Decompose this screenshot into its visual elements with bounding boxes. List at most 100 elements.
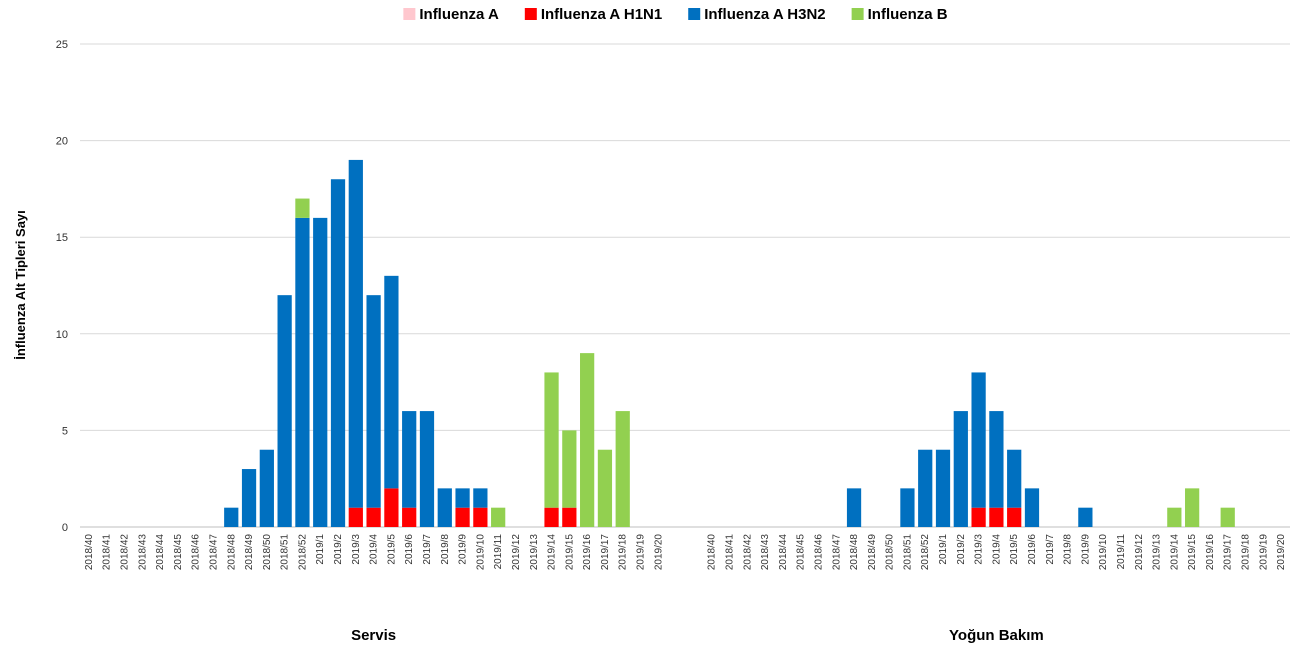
bar-segment <box>544 507 559 527</box>
legend-label: Influenza A H1N1 <box>541 6 662 23</box>
x-tick-label: 2018/44 <box>155 534 166 571</box>
y-tick-label: 10 <box>56 329 68 341</box>
x-tick-label: 2018/43 <box>760 534 771 571</box>
bar-segment <box>348 159 363 508</box>
bar-segment <box>437 488 452 527</box>
x-tick-label: 2019/11 <box>1116 534 1127 570</box>
bar-segment <box>295 217 310 527</box>
x-tick-label: 2019/20 <box>1276 534 1287 571</box>
x-tick-label: 2018/49 <box>867 534 878 571</box>
legend-swatch <box>688 8 701 20</box>
x-tick-label: 2018/48 <box>226 534 237 571</box>
x-tick-label: 2019/6 <box>404 534 415 565</box>
x-tick-label: 2019/10 <box>475 534 486 571</box>
x-tick-label: 2019/13 <box>529 534 540 571</box>
x-tick-label: 2019/17 <box>1223 534 1234 571</box>
x-tick-label: 2018/40 <box>707 534 718 571</box>
x-tick-label: 2019/16 <box>1205 534 1216 571</box>
x-tick-label: 2019/9 <box>458 534 469 565</box>
bar-segment <box>562 507 577 527</box>
bar-segment <box>259 449 274 527</box>
x-tick-label: 2019/6 <box>1027 534 1038 565</box>
x-tick-label: 2018/42 <box>742 534 753 571</box>
group-label: Servis <box>351 627 396 644</box>
y-tick-label: 20 <box>56 136 68 148</box>
bar-segment <box>615 411 630 527</box>
x-tick-label: 2018/50 <box>885 534 896 571</box>
x-tick-label: 2019/18 <box>618 534 629 571</box>
y-axis-title: İnfluenza Alt Tipleri Sayı <box>13 210 28 360</box>
x-tick-label: 2019/2 <box>956 534 967 565</box>
bar-segment <box>1024 488 1040 527</box>
x-tick-label: 2018/48 <box>849 534 860 571</box>
group-label: Yoğun Bakım <box>949 627 1044 644</box>
x-tick-label: 2019/17 <box>600 534 611 571</box>
x-tick-label: 2019/9 <box>1080 534 1091 565</box>
bar-segment <box>473 507 488 527</box>
x-tick-label: 2018/52 <box>297 534 308 571</box>
y-tick-label: 25 <box>56 39 68 51</box>
x-tick-label: 2018/47 <box>831 534 842 571</box>
x-tick-label: 2019/8 <box>1063 534 1074 565</box>
legend-label: Influenza A H3N2 <box>704 6 825 23</box>
bar-segment <box>1007 449 1022 508</box>
x-tick-label: 2019/19 <box>1258 534 1269 571</box>
bar-segment <box>1185 488 1200 527</box>
bar-segment <box>295 198 310 218</box>
x-tick-label: 2018/50 <box>262 534 273 571</box>
x-tick-label: 2019/8 <box>440 534 451 565</box>
bar-segment <box>597 449 613 527</box>
bar-segment <box>491 507 506 527</box>
bar-segment <box>455 507 470 527</box>
y-tick-label: 0 <box>62 522 68 534</box>
legend-swatch <box>524 8 537 20</box>
bar-segment <box>989 507 1004 527</box>
bar-segment <box>366 295 381 508</box>
x-tick-label: 2018/46 <box>813 534 824 571</box>
bar-segment <box>402 507 417 527</box>
x-tick-label: 2019/18 <box>1241 534 1252 571</box>
x-tick-label: 2018/44 <box>778 534 789 571</box>
bar-segment <box>1078 507 1093 527</box>
x-tick-label: 2018/40 <box>84 534 95 571</box>
bar-segment <box>1007 507 1022 527</box>
bar-segment <box>953 411 968 527</box>
bar-segment <box>580 353 595 527</box>
bar-segment <box>224 507 239 527</box>
x-tick-label: 2019/12 <box>1134 534 1145 571</box>
x-tick-label: 2018/41 <box>724 534 735 571</box>
bar-segment <box>313 217 328 527</box>
bar-segment <box>384 275 399 489</box>
legend-swatch <box>851 8 864 20</box>
x-tick-label: 2019/5 <box>386 534 397 565</box>
x-tick-label: 2019/7 <box>1045 534 1056 565</box>
x-tick-label: 2019/14 <box>1169 534 1180 571</box>
legend-swatch <box>403 8 416 20</box>
x-tick-label: 2019/2 <box>333 534 344 565</box>
bar-segment <box>971 507 986 527</box>
legend-label: Influenza A <box>419 6 499 23</box>
bar-segment <box>419 411 435 527</box>
x-tick-label: 2019/4 <box>991 534 1002 565</box>
x-tick-label: 2019/16 <box>582 534 593 571</box>
bar-segment <box>918 449 933 527</box>
bar-segment <box>935 449 951 527</box>
x-tick-label: 2019/14 <box>547 534 558 571</box>
x-tick-label: 2019/15 <box>564 534 575 571</box>
x-tick-label: 2018/52 <box>920 534 931 571</box>
bar-segment <box>402 411 417 508</box>
x-tick-label: 2018/46 <box>191 534 202 571</box>
x-tick-label: 2019/19 <box>636 534 647 571</box>
x-tick-label: 2019/1 <box>315 534 326 565</box>
bar-segment <box>846 488 862 527</box>
x-tick-label: 2019/7 <box>422 534 433 565</box>
x-tick-label: 2018/43 <box>137 534 148 571</box>
x-tick-label: 2019/20 <box>653 534 664 571</box>
x-tick-label: 2018/47 <box>208 534 219 571</box>
bar-segment <box>384 488 399 527</box>
x-tick-label: 2019/5 <box>1009 534 1020 565</box>
bar-segment <box>277 295 292 527</box>
bar-segment <box>562 430 577 508</box>
x-tick-label: 2019/11 <box>493 534 504 570</box>
